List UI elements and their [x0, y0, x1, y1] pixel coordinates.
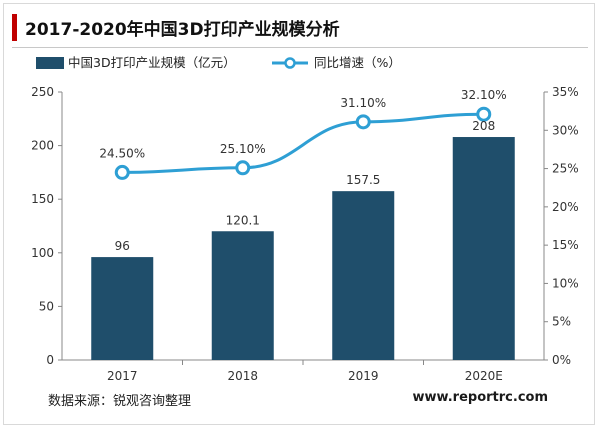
- bars: [91, 137, 515, 360]
- bar-value-label: 208: [472, 119, 495, 133]
- axes: 0 50 100 150 200 250 0% 5% 10% 15% 20% 25% 30% 35% 201…: [31, 85, 579, 383]
- chart-title: 2017-2020年中国3D打印产业规模分析: [25, 19, 340, 40]
- growth-line-path: [122, 112, 484, 174]
- bar: [211, 231, 274, 360]
- y-left-tick-label: 50: [39, 299, 54, 313]
- y-left-tick-label: 100: [31, 246, 54, 260]
- growth-value-label: 24.50%: [99, 146, 145, 160]
- growth-point: [476, 106, 492, 122]
- growth-line: [114, 106, 492, 180]
- y-right-tick-label: 10%: [552, 276, 579, 290]
- y-left-tick-label: 150: [31, 192, 54, 206]
- growth-point: [235, 160, 251, 176]
- bar: [452, 137, 515, 360]
- bar-value-label: 96: [115, 239, 130, 253]
- y-left-tick-label: 200: [31, 139, 54, 153]
- y-left-tick-label: 250: [31, 85, 54, 99]
- data-source: 数据来源：锐观咨询整理: [48, 394, 192, 409]
- y-right-tick-label: 20%: [552, 200, 579, 214]
- legend: 中国3D打印产业规模（亿元） 同比增速（%）: [36, 55, 401, 70]
- bar: [332, 191, 395, 360]
- website-url: www.reportrc.com: [412, 390, 548, 405]
- x-tick-label: 2018: [227, 369, 258, 383]
- title-accent-bar: [12, 13, 17, 41]
- growth-value-label: 25.10%: [220, 142, 266, 156]
- y-right-tick-label: 15%: [552, 238, 579, 252]
- legend-line-label: 同比增速（%）: [314, 55, 401, 70]
- growth-point: [114, 164, 130, 180]
- y-right-tick-label: 30%: [552, 123, 579, 137]
- y-right-tick-label: 25%: [552, 162, 579, 176]
- y-right-tick-label: 35%: [552, 85, 579, 99]
- y-right-tick-label: 5%: [552, 315, 571, 329]
- x-tick-label: 2020E: [465, 369, 503, 383]
- growth-value-label: 32.10%: [461, 88, 507, 102]
- title-bar: 2017-2020年中国3D打印产业规模分析: [12, 12, 340, 42]
- bar: [91, 257, 154, 360]
- y-left-tick-label: 0: [46, 353, 54, 367]
- y-right-tick-label: 0%: [552, 353, 571, 367]
- data-labels: 96 120.1 157.5 208 24.50% 25.10% 31.10% 32.10%: [99, 88, 506, 253]
- legend-line-marker: [284, 57, 296, 69]
- x-tick-label: 2017: [107, 369, 138, 383]
- bar-value-label: 120.1: [226, 213, 260, 227]
- title-divider: [12, 47, 588, 48]
- growth-value-label: 31.10%: [340, 96, 386, 110]
- x-tick-label: 2019: [348, 369, 379, 383]
- growth-point: [355, 114, 371, 130]
- legend-bar-label: 中国3D打印产业规模（亿元）: [68, 55, 236, 70]
- legend-bar-swatch: [36, 57, 64, 69]
- bar-value-label: 157.5: [346, 173, 380, 187]
